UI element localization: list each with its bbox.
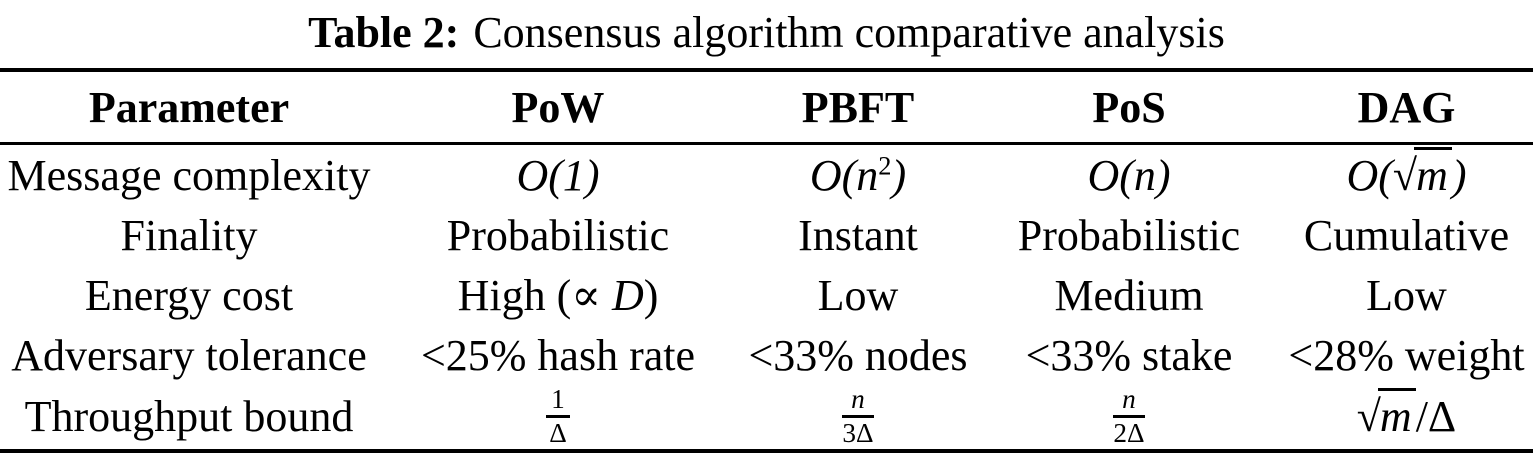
fraction-denominator: Δ <box>549 418 567 449</box>
cell-message-complexity-dag: O(√m) <box>1280 144 1533 206</box>
math-osqrtm-open: O( <box>1346 150 1393 200</box>
fraction-numerator: n <box>842 384 874 419</box>
math-on2-exponent: 2 <box>878 149 892 180</box>
cell-message-complexity-pow: O(1) <box>378 144 738 206</box>
cell-throughput-bound-pos: n 2Δ <box>978 384 1280 451</box>
cell-adversary-tolerance-pbft: <33% nodes <box>748 330 968 380</box>
row-label-finality: Finality <box>120 210 258 260</box>
cell-message-complexity-pbft: O(n2) <box>738 144 978 206</box>
col-header-pow: PoW <box>511 82 605 132</box>
energy-pow-close: ) <box>643 270 659 320</box>
row-label-throughput-bound: Throughput bound <box>24 392 354 442</box>
cell-energy-cost-pow: High (∝ D) <box>378 265 738 325</box>
cell-throughput-bound-pbft: n 3Δ <box>738 384 978 451</box>
header-row: Parameter PoW PBFT PoS DAG <box>0 70 1533 144</box>
fraction-denominator: 2Δ <box>1113 418 1145 449</box>
fraction-numerator: n <box>1113 384 1145 419</box>
sqrt-expression: √m <box>1392 146 1452 200</box>
cell-finality-pow: Probabilistic <box>446 210 670 260</box>
math-osqrtm-close: ) <box>1451 150 1467 200</box>
sqrt-radicand: m <box>1414 146 1452 200</box>
math-on2-close: ) <box>891 150 907 200</box>
cell-adversary-tolerance-pos: <33% stake <box>1025 330 1233 380</box>
sqrt-sign: √ <box>1356 392 1381 442</box>
table-row-message-complexity: Message complexity O(1) O(n2) O(n) O(√m) <box>0 144 1533 206</box>
row-label-message-complexity: Message complexity <box>7 150 371 200</box>
math-on2-base: O(n <box>809 150 879 200</box>
col-header-dag: DAG <box>1357 82 1456 132</box>
col-header-pbft: PBFT <box>801 82 915 132</box>
fraction-n-over-3delta: n 3Δ <box>842 384 874 449</box>
fraction-n-over-2delta: n 2Δ <box>1113 384 1145 449</box>
col-header-parameter: Parameter <box>88 82 290 132</box>
table-row-finality: Finality Probabilistic Instant Probabili… <box>0 205 1533 265</box>
energy-pow-variable: D <box>612 270 644 320</box>
table-row-adversary-tolerance: Adversary tolerance <25% hash rate <33% … <box>0 325 1533 385</box>
energy-pow-prefix: High (∝ <box>457 270 612 320</box>
cell-message-complexity-pos: O(n) <box>978 144 1280 206</box>
consensus-comparison-table: Parameter PoW PBFT PoS DAG Message compl… <box>0 68 1533 453</box>
table-caption-label: Table 2: <box>308 8 460 57</box>
row-label-energy-cost: Energy cost <box>84 270 294 320</box>
cell-finality-pos: Probabilistic <box>1017 210 1241 260</box>
cell-throughput-bound-dag: √m/Δ <box>1280 385 1533 451</box>
cell-energy-cost-dag: Low <box>1366 270 1447 320</box>
math-o1: O(1) <box>516 150 600 200</box>
fraction-denominator: 3Δ <box>842 418 874 449</box>
cell-finality-dag: Cumulative <box>1303 210 1510 260</box>
table-caption-title: Consensus algorithm comparative analysis <box>473 8 1225 57</box>
math-on: O(n) <box>1087 150 1171 200</box>
table-caption: Table 2: Consensus algorithm comparative … <box>0 0 1533 68</box>
cell-adversary-tolerance-pow: <25% hash rate <box>420 330 696 380</box>
fraction-numerator: 1 <box>546 384 570 419</box>
col-header-pos: PoS <box>1092 82 1166 132</box>
cell-adversary-tolerance-dag: <28% weight <box>1288 330 1525 380</box>
math-slash-delta: /Δ <box>1415 392 1457 442</box>
table-row-energy-cost: Energy cost High (∝ D) Low Medium Low <box>0 265 1533 325</box>
cell-energy-cost-pos: Medium <box>1054 270 1204 320</box>
cell-finality-pbft: Instant <box>798 210 918 260</box>
sqrt-sign: √ <box>1392 150 1418 200</box>
sqrt-radicand: m <box>1377 388 1416 442</box>
cell-energy-cost-pbft: Low <box>817 270 899 320</box>
sqrt-expression: √m <box>1356 388 1416 442</box>
row-label-adversary-tolerance: Adversary tolerance <box>11 330 367 380</box>
